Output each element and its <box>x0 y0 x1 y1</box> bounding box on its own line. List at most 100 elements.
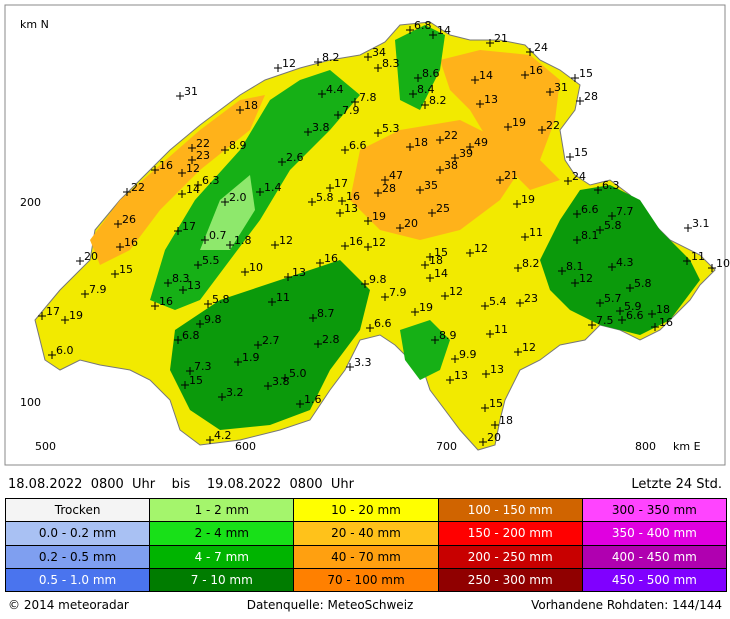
station-marker <box>514 348 522 356</box>
station-marker <box>221 146 229 154</box>
station-value: 8.2 <box>429 94 447 107</box>
station-marker <box>314 58 322 66</box>
station-value: 47 <box>389 169 403 182</box>
station-marker <box>281 374 289 382</box>
station-value: 5.8 <box>212 293 230 306</box>
station-marker <box>504 123 512 131</box>
raw-data: Vorhandene Rohdaten: 144/144 <box>531 598 722 612</box>
station-marker <box>234 358 242 366</box>
station-marker <box>338 197 346 205</box>
station-marker <box>381 176 389 184</box>
station-marker <box>241 268 249 276</box>
station-marker <box>446 376 454 384</box>
station-value: 16 <box>659 316 673 329</box>
legend-cell: 40 - 70 mm <box>294 545 438 568</box>
station-value: 15 <box>189 374 203 387</box>
station-value: 24 <box>534 41 548 54</box>
station-marker <box>364 243 372 251</box>
station-marker <box>486 39 494 47</box>
station-value: 24 <box>572 170 586 183</box>
station-marker <box>618 316 626 324</box>
legend-cell: 450 - 500 mm <box>582 568 726 591</box>
station-value: 9.8 <box>369 273 387 286</box>
station-marker <box>61 316 69 324</box>
window: Letzte 24 Std. <box>631 477 722 492</box>
station-value: 49 <box>474 136 488 149</box>
station-value: 20 <box>404 217 418 230</box>
x-label: 800 <box>635 440 656 453</box>
station-value: 16 <box>349 235 363 248</box>
station-value: 8.2 <box>322 51 340 64</box>
station-value: 20 <box>487 431 501 444</box>
station-value: 18 <box>656 303 670 316</box>
x-label: 500 <box>35 440 56 453</box>
station-value: 7.3 <box>194 360 212 373</box>
station-value: 19 <box>372 210 386 223</box>
station-value: 25 <box>436 202 450 215</box>
station-marker <box>76 257 84 265</box>
station-value: 31 <box>554 81 568 94</box>
station-marker <box>314 340 322 348</box>
station-value: 34 <box>372 46 386 59</box>
station-marker <box>271 241 279 249</box>
station-marker <box>421 101 429 109</box>
station-value: 13 <box>454 369 468 382</box>
legend-cell: 0.2 - 0.5 mm <box>6 545 150 568</box>
station-marker <box>414 74 422 82</box>
station-marker <box>178 169 186 177</box>
station-marker <box>596 226 604 234</box>
station-marker <box>164 279 172 287</box>
period-row: 18.08.2022 0800 Uhr bis 19.08.2022 0800 … <box>8 477 722 492</box>
station-marker <box>441 292 449 300</box>
station-marker <box>496 176 504 184</box>
legend-cell: 10 - 20 mm <box>294 499 438 522</box>
source: Datenquelle: MeteoSchweiz <box>246 598 414 612</box>
station-marker <box>648 310 656 318</box>
station-value: 18 <box>244 99 258 112</box>
legend-cell: 4 - 7 mm <box>150 545 294 568</box>
station-marker <box>194 261 202 269</box>
station-marker <box>304 128 312 136</box>
station-value: 22 <box>131 181 145 194</box>
station-marker <box>431 336 439 344</box>
station-value: 35 <box>424 179 438 192</box>
green-region <box>400 320 450 380</box>
station-value: 16 <box>529 64 543 77</box>
station-value: 14 <box>434 267 448 280</box>
station-marker <box>308 198 316 206</box>
station-value: 17 <box>182 220 196 233</box>
legend-cell: Trocken <box>6 499 150 522</box>
station-value: 16 <box>324 252 338 265</box>
station-marker <box>521 233 529 241</box>
station-value: 7.5 <box>596 314 614 327</box>
station-value: 31 <box>184 85 198 98</box>
station-marker <box>428 209 436 217</box>
station-marker <box>351 98 359 106</box>
station-marker <box>123 188 131 196</box>
north-label: km N <box>20 18 49 31</box>
station-value: 6.3 <box>202 174 220 187</box>
station-marker <box>364 217 372 225</box>
station-marker <box>174 227 182 235</box>
station-value: 3.8 <box>312 121 330 134</box>
station-marker <box>151 302 159 310</box>
station-value: 21 <box>504 169 518 182</box>
station-marker <box>116 243 124 251</box>
station-marker <box>111 270 119 278</box>
station-marker <box>451 355 459 363</box>
station-value: 1.8 <box>234 234 252 247</box>
station-marker <box>626 284 634 292</box>
station-value: 3.8 <box>272 375 290 388</box>
station-value: 12 <box>522 341 536 354</box>
station-marker <box>179 286 187 294</box>
station-value: 13 <box>292 266 306 279</box>
station-value: 28 <box>584 90 598 103</box>
y-label: 100 <box>20 396 41 409</box>
station-marker <box>114 220 122 228</box>
station-marker <box>596 299 604 307</box>
station-marker <box>486 330 494 338</box>
station-marker <box>594 186 602 194</box>
station-value: 4.3 <box>616 256 634 269</box>
station-marker <box>411 308 419 316</box>
